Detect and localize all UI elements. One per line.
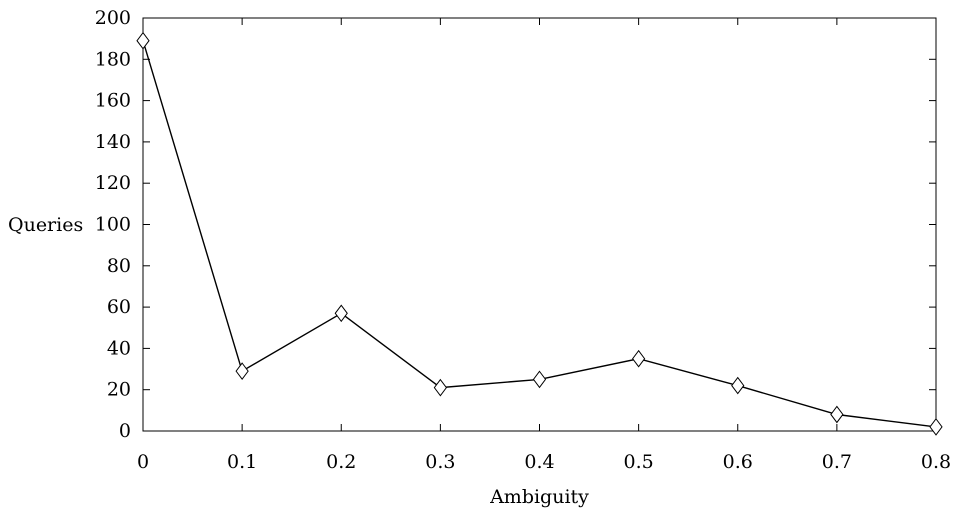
- x-tick-label: 0: [137, 451, 149, 473]
- x-tick-label: 0.6: [723, 451, 753, 473]
- axis-tick-labels: 0 0.1 0.2 0.3 0.4 0.5 0.6 0.7 0.8 0 20 40 60 80 100 120…: [95, 7, 951, 473]
- data-point-marker: [632, 349, 646, 368]
- x-axis-label: Ambiguity: [489, 486, 589, 508]
- series-markers: [136, 31, 943, 436]
- data-point-marker: [235, 362, 249, 380]
- data-point-marker: [136, 31, 150, 50]
- x-tick-label: 0.8: [921, 451, 951, 473]
- axis-ticks: [142, 17, 937, 432]
- y-tick-label: 80: [107, 255, 131, 277]
- y-tick-label: 60: [107, 296, 131, 318]
- y-tick-label: 40: [107, 337, 131, 359]
- y-tick-label: 100: [95, 214, 131, 236]
- x-tick-label: 0.2: [326, 451, 356, 473]
- data-point-marker: [731, 376, 745, 395]
- y-tick-label: 180: [95, 48, 131, 70]
- data-point-marker: [334, 304, 348, 323]
- y-axis-label: Queries: [8, 214, 83, 236]
- data-point-marker: [433, 378, 447, 397]
- y-tick-label: 120: [95, 172, 131, 194]
- y-tick-label: 0: [119, 420, 131, 442]
- y-tick-label: 140: [95, 131, 131, 153]
- plot-area-frame: [142, 17, 937, 432]
- data-point-marker: [929, 418, 943, 436]
- y-tick-label: 20: [107, 379, 131, 401]
- series-line: [142, 40, 937, 428]
- y-tick-label: 200: [95, 7, 131, 29]
- y-tick-label: 160: [95, 90, 131, 112]
- data-point-marker: [532, 370, 547, 389]
- data-point-marker: [830, 405, 844, 424]
- x-tick-label: 0.3: [425, 451, 455, 473]
- x-tick-label: 0.5: [624, 451, 654, 473]
- x-tick-label: 0.7: [822, 451, 852, 473]
- x-tick-label: 0.1: [227, 451, 257, 473]
- x-tick-label: 0.4: [524, 451, 554, 473]
